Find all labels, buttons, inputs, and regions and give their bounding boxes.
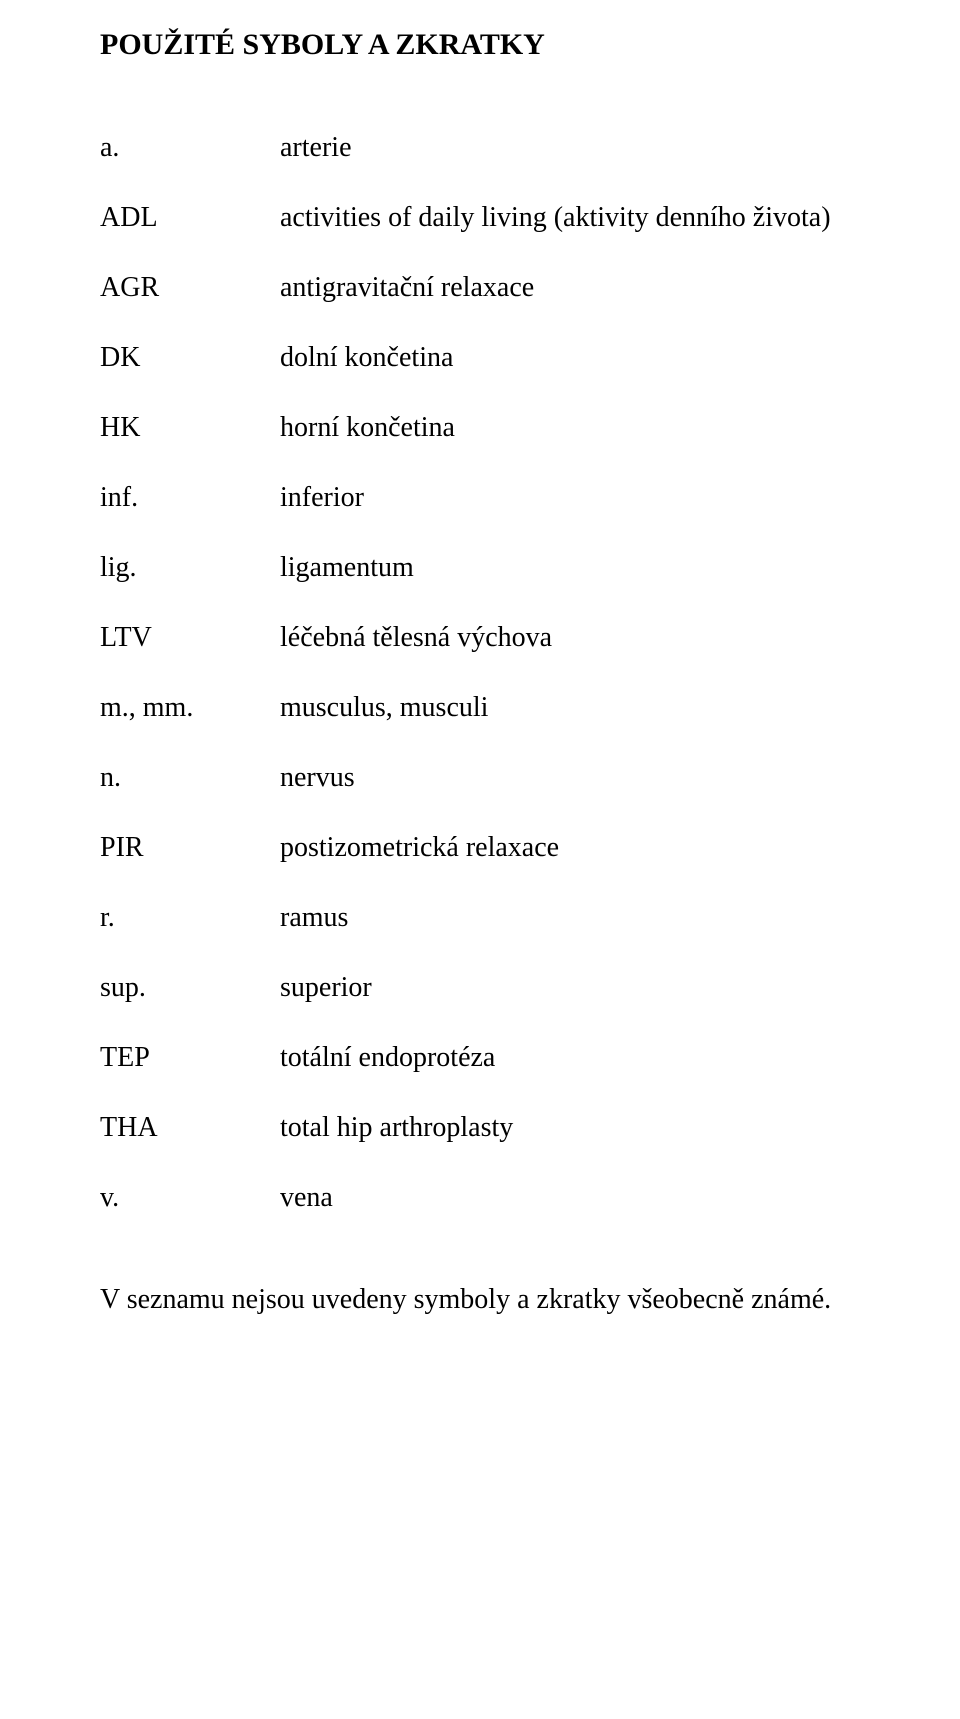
abbr-term: LTV [100, 622, 280, 654]
abbr-definition: arterie [280, 132, 352, 164]
list-item: DK dolní končetina [100, 342, 860, 374]
abbr-definition: vena [280, 1182, 333, 1214]
abbr-definition: horní končetina [280, 412, 455, 444]
abbr-definition: ligamentum [280, 552, 414, 584]
list-item: n. nervus [100, 762, 860, 794]
abbr-definition: dolní končetina [280, 342, 453, 374]
list-item: LTV léčebná tělesná výchova [100, 622, 860, 654]
abbr-term: AGR [100, 272, 280, 304]
list-item: sup. superior [100, 972, 860, 1004]
page: POUŽITÉ SYBOLY A ZKRATKY a. arterie ADL … [0, 0, 960, 1719]
footnote: V seznamu nejsou uvedeny symboly a zkrat… [100, 1284, 860, 1316]
abbr-term: v. [100, 1182, 280, 1214]
abbr-definition: activities of daily living (aktivity den… [280, 202, 831, 234]
list-item: ADL activities of daily living (aktivity… [100, 202, 860, 234]
abbr-term: THA [100, 1112, 280, 1144]
abbr-definition: totální endoprotéza [280, 1042, 495, 1074]
abbr-term: m., mm. [100, 692, 280, 724]
list-item: TEP totální endoprotéza [100, 1042, 860, 1074]
abbr-definition: nervus [280, 762, 355, 794]
abbr-definition: musculus, musculi [280, 692, 488, 724]
list-item: HK horní končetina [100, 412, 860, 444]
abbr-definition: total hip arthroplasty [280, 1112, 513, 1144]
abbr-term: sup. [100, 972, 280, 1004]
abbr-definition: léčebná tělesná výchova [280, 622, 552, 654]
list-item: AGR antigravitační relaxace [100, 272, 860, 304]
abbr-term: HK [100, 412, 280, 444]
list-item: THA total hip arthroplasty [100, 1112, 860, 1144]
page-title: POUŽITÉ SYBOLY A ZKRATKY [100, 28, 860, 62]
list-item: lig. ligamentum [100, 552, 860, 584]
abbr-term: PIR [100, 832, 280, 864]
abbr-term: ADL [100, 202, 280, 234]
abbr-term: a. [100, 132, 280, 164]
abbreviation-list: a. arterie ADL activities of daily livin… [100, 132, 860, 1214]
abbr-definition: superior [280, 972, 372, 1004]
list-item: v. vena [100, 1182, 860, 1214]
list-item: inf. inferior [100, 482, 860, 514]
abbr-term: n. [100, 762, 280, 794]
abbr-definition: ramus [280, 902, 348, 934]
abbr-term: TEP [100, 1042, 280, 1074]
list-item: PIR postizometrická relaxace [100, 832, 860, 864]
list-item: a. arterie [100, 132, 860, 164]
abbr-term: r. [100, 902, 280, 934]
abbr-term: lig. [100, 552, 280, 584]
list-item: m., mm. musculus, musculi [100, 692, 860, 724]
abbr-term: inf. [100, 482, 280, 514]
abbr-definition: postizometrická relaxace [280, 832, 559, 864]
abbr-definition: antigravitační relaxace [280, 272, 534, 304]
abbr-term: DK [100, 342, 280, 374]
list-item: r. ramus [100, 902, 860, 934]
abbr-definition: inferior [280, 482, 364, 514]
